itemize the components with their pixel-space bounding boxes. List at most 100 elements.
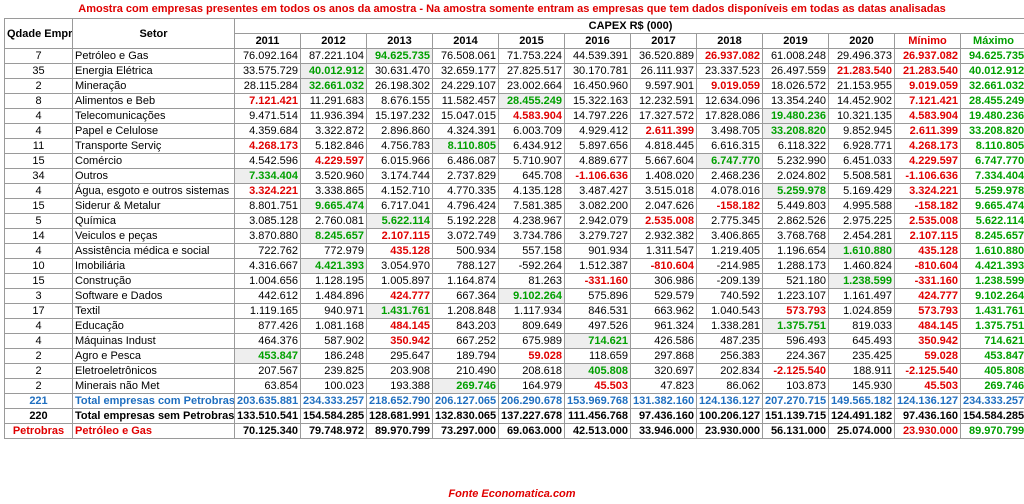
min-value-cell: 573.793: [894, 303, 961, 319]
capex-value-cell: 111.456.768: [564, 408, 631, 424]
capex-value-cell: 151.139.715: [762, 408, 829, 424]
sector-name-cell: Imobiliária: [72, 258, 235, 274]
sector-name-cell: Energia Elétrica: [72, 63, 235, 79]
capex-value-cell: 128.681.991: [366, 408, 433, 424]
capex-value-cell: 2.896.860: [366, 123, 433, 139]
capex-value-cell: 256.383: [696, 348, 763, 364]
capex-value-cell: 5.169.429: [828, 183, 895, 199]
capex-value-cell: 118.659: [564, 348, 631, 364]
capex-value-cell: 442.612: [234, 288, 301, 304]
min-value-cell: 484.145: [894, 318, 961, 334]
capex-value-cell: 269.746: [432, 378, 499, 394]
capex-value-cell: 14.797.226: [564, 108, 631, 124]
capex-value-cell: 8.245.657: [300, 228, 367, 244]
capex-value-cell: 9.102.264: [498, 288, 565, 304]
company-count-cell: 2: [4, 348, 73, 364]
capex-value-cell: 3.498.705: [696, 123, 763, 139]
capex-value-cell: 4.152.710: [366, 183, 433, 199]
capex-value-cell: 740.592: [696, 288, 763, 304]
capex-value-cell: 667.252: [432, 333, 499, 349]
capex-value-cell: 5.897.656: [564, 138, 631, 154]
capex-value-cell: 61.008.248: [762, 48, 829, 64]
min-value-cell: -2.125.540: [894, 363, 961, 379]
capex-value-cell: 5.259.978: [762, 183, 829, 199]
company-count-cell: 2: [4, 363, 73, 379]
sector-name-cell: Veiculos e peças: [72, 228, 235, 244]
sector-name-cell: Textil: [72, 303, 235, 319]
capex-value-cell: 940.971: [300, 303, 367, 319]
capex-value-cell: 47.823: [630, 378, 697, 394]
capex-value-cell: 405.808: [564, 363, 631, 379]
source-footer: Fonte Economatica.com: [448, 488, 576, 500]
capex-value-cell: 788.127: [432, 258, 499, 274]
capex-value-cell: 131.382.160: [630, 393, 697, 409]
sheet-title: Amostra com empresas presentes em todos …: [78, 3, 946, 15]
capex-value-cell: 5.232.990: [762, 153, 829, 169]
capex-value-cell: 186.248: [300, 348, 367, 364]
capex-value-cell: 81.263: [498, 273, 565, 289]
capex-value-cell: 145.930: [828, 378, 895, 394]
capex-value-cell: 4.889.677: [564, 153, 631, 169]
max-value-cell: 9.665.474: [959, 198, 1024, 214]
capex-value-cell: 1.219.405: [696, 243, 763, 259]
capex-value-cell: 15.197.232: [366, 108, 433, 124]
min-value-cell: 59.028: [894, 348, 961, 364]
capex-value-cell: 33.946.000: [630, 423, 697, 439]
capex-value-cell: 4.324.391: [432, 123, 499, 139]
company-count-cell: 15: [4, 153, 73, 169]
capex-value-cell: 73.297.000: [432, 423, 499, 439]
sector-row: 11 Transporte Serviç 4.268.173 5.182.846 4.7…: [4, 138, 1024, 154]
min-value-cell: -158.182: [894, 198, 961, 214]
sector-row: 2 Agro e Pesca 453.847 186.248 295.647 189.79…: [4, 348, 1024, 364]
sector-name-cell: Software e Dados: [72, 288, 235, 304]
capex-value-cell: 435.128: [366, 243, 433, 259]
year-header: 2018: [696, 33, 763, 49]
capex-value-cell: 961.324: [630, 318, 697, 334]
max-value-cell: 1.610.880: [959, 243, 1024, 259]
capex-value-cell: 6.118.322: [762, 138, 829, 154]
capex-value-cell: 17.327.572: [630, 108, 697, 124]
min-value-cell: 424.777: [894, 288, 961, 304]
capex-value-cell: 6.015.966: [366, 153, 433, 169]
capex-value-cell: 2.737.829: [432, 168, 499, 184]
capex-value-cell: 124.491.182: [828, 408, 895, 424]
capex-value-cell: 189.794: [432, 348, 499, 364]
capex-value-cell: 5.667.604: [630, 153, 697, 169]
capex-value-cell: 36.520.889: [630, 48, 697, 64]
year-header: 2013: [366, 33, 433, 49]
company-count-cell: 4: [4, 243, 73, 259]
capex-value-cell: 3.174.744: [366, 168, 433, 184]
capex-value-cell: 3.406.865: [696, 228, 763, 244]
capex-value-cell: 4.770.335: [432, 183, 499, 199]
company-count-cell: 221: [4, 393, 73, 409]
capex-value-cell: 27.825.517: [498, 63, 565, 79]
max-value-cell: 453.847: [959, 348, 1024, 364]
year-header: 2017: [630, 33, 697, 49]
sector-name-cell: Papel e Celulose: [72, 123, 235, 139]
max-value-cell: 89.970.799: [959, 423, 1024, 439]
capex-value-cell: 29.496.373: [828, 48, 895, 64]
capex-value-cell: 7.581.385: [498, 198, 565, 214]
capex-value-cell: 497.526: [564, 318, 631, 334]
sector-name-cell: Água, esgoto e outros sistemas: [72, 183, 235, 199]
capex-value-cell: 5.508.581: [828, 168, 895, 184]
sector-name-cell: Total empresas com Petrobras: [72, 393, 235, 409]
capex-value-cell: 426.586: [630, 333, 697, 349]
min-value-cell: 435.128: [894, 243, 961, 259]
capex-value-cell: -331.160: [564, 273, 631, 289]
capex-value-cell: 2.975.225: [828, 213, 895, 229]
capex-value-cell: 645.708: [498, 168, 565, 184]
capex-table: Qdade Empresas Setor CAPEX R$ (000) 2011…: [4, 18, 1024, 439]
max-value-cell: 6.747.770: [959, 153, 1024, 169]
capex-value-cell: 133.510.541: [234, 408, 301, 424]
max-value-cell: 28.455.249: [959, 93, 1024, 109]
capex-value-cell: 819.033: [828, 318, 895, 334]
capex-value-cell: 529.579: [630, 288, 697, 304]
max-value-cell: 1.238.599: [959, 273, 1024, 289]
sector-name-cell: Agro e Pesca: [72, 348, 235, 364]
capex-value-cell: 521.180: [762, 273, 829, 289]
capex-value-cell: 464.376: [234, 333, 301, 349]
capex-value-cell: -158.182: [696, 198, 763, 214]
capex-value-cell: 12.634.096: [696, 93, 763, 109]
